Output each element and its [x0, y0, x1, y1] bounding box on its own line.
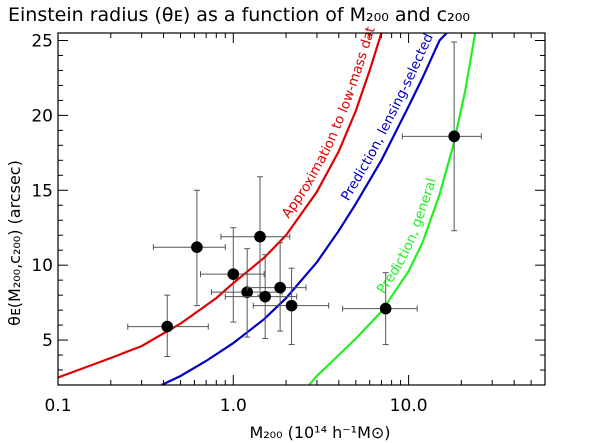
data-point-group — [342, 272, 418, 346]
curve-labels: Approximation to low-mass dataPrediction… — [0, 0, 440, 297]
data-point — [227, 268, 240, 280]
data-point-group — [401, 41, 482, 232]
data-point — [379, 302, 392, 315]
chart-title: Einstein radius (θᴇ) as a function of M₂… — [8, 4, 470, 26]
x-axis-label: M₂₀₀ (10¹⁴ h⁻¹M⊙) — [249, 423, 390, 442]
series-line-3 — [308, 33, 477, 385]
series-line-1 — [58, 33, 383, 379]
y-tick-label: 5 — [42, 331, 53, 351]
data-point-group — [252, 267, 330, 346]
series-label-text: Prediction, general — [374, 176, 440, 297]
data-point — [161, 320, 174, 333]
data-point-group — [224, 254, 298, 340]
data-point-group — [152, 189, 226, 307]
data-point — [241, 286, 253, 298]
data-point — [191, 241, 203, 253]
curves — [58, 33, 477, 385]
plot-frame — [57, 32, 546, 386]
data-points — [127, 41, 482, 358]
y-tick-label: 20 — [31, 106, 53, 126]
data-point — [274, 281, 286, 294]
y-ticks: 5 10 15 20 25 — [31, 31, 545, 386]
data-point-group — [127, 294, 209, 358]
data-point — [254, 230, 266, 243]
y-tick-label: 25 — [31, 31, 53, 51]
y-axis-label: θᴇ(M₂₀₀,c₂₀₀) (arcsec) — [5, 160, 24, 326]
data-point — [259, 290, 271, 303]
series-line-2 — [161, 33, 448, 385]
data-point — [448, 130, 460, 143]
data-point-group — [210, 248, 283, 338]
y-tick-label: 10 — [31, 256, 53, 276]
data-point — [285, 299, 298, 312]
x-tick-label: 10.0 — [390, 396, 428, 416]
data-point-group — [200, 227, 265, 323]
x-ticks: 0.1 1.0 10.0 — [44, 33, 546, 416]
x-tick-label: 1.0 — [220, 396, 247, 416]
y-tick-label: 15 — [31, 181, 53, 201]
series-label: Prediction, general — [374, 176, 440, 297]
data-point-group — [246, 242, 307, 332]
plot-area: Approximation to low-mass dataPrediction… — [0, 0, 546, 386]
x-tick-label: 0.1 — [44, 396, 71, 416]
data-point-group — [220, 176, 291, 296]
